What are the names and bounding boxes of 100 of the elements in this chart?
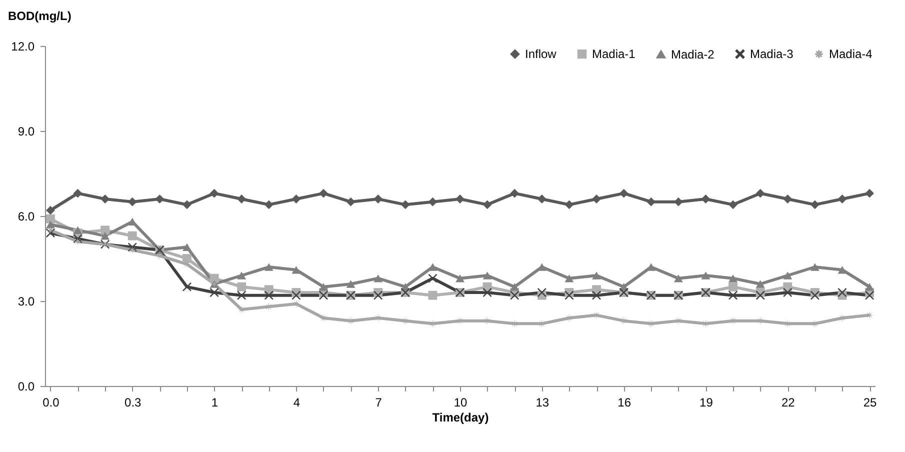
point: [865, 188, 874, 198]
x-tick-label: 7: [375, 396, 382, 410]
point: [100, 226, 110, 235]
point: [237, 290, 246, 300]
point: [838, 194, 847, 204]
point: [783, 194, 792, 204]
point: [537, 288, 546, 297]
point: [292, 290, 301, 300]
point: [237, 272, 246, 280]
point: [182, 200, 192, 210]
point: [756, 188, 765, 198]
x-tick-label: 19: [700, 396, 714, 410]
legend-label: Madia-4: [829, 47, 873, 62]
y-tick-label: 0.0: [18, 380, 35, 394]
point: [456, 194, 464, 204]
point: [510, 188, 520, 198]
point: [865, 282, 874, 291]
point: [838, 288, 847, 297]
point: [128, 231, 137, 240]
point: [374, 290, 383, 300]
point: [73, 188, 82, 198]
point: [128, 197, 137, 206]
x-tick-label: 1: [211, 396, 218, 410]
point: [182, 282, 192, 292]
point: [564, 200, 574, 210]
point: [346, 280, 356, 288]
point: [400, 200, 410, 210]
point: [237, 282, 246, 292]
point: [810, 263, 820, 271]
point: [674, 274, 683, 282]
point: [319, 282, 328, 291]
x-axis-title: Time(day): [432, 410, 489, 424]
x-tick-label: 0.3: [124, 396, 142, 410]
point: [810, 200, 820, 210]
point: [210, 288, 219, 297]
point: [619, 188, 628, 198]
point: [783, 288, 792, 297]
point: [482, 272, 492, 280]
point: [182, 254, 192, 263]
legend-label: Madia-1: [592, 47, 636, 62]
point: [182, 243, 192, 252]
point: [510, 290, 520, 300]
point: [728, 200, 738, 210]
point: [456, 274, 464, 282]
x-tick-label: 22: [781, 396, 796, 410]
y-tick-label: 6.0: [18, 210, 35, 224]
point: [374, 194, 383, 204]
point: [264, 200, 274, 210]
legend-label: Inflow: [525, 47, 557, 62]
y-tick-label: 12.0: [11, 40, 35, 54]
point: [128, 246, 137, 254]
point: [73, 226, 82, 234]
point: [701, 194, 710, 204]
point: [728, 274, 738, 282]
point: [374, 274, 383, 282]
point: [592, 194, 601, 204]
x-tick-label: 13: [536, 396, 550, 410]
point: [537, 194, 546, 204]
legend-label: Madia-3: [750, 47, 794, 62]
point: [592, 290, 601, 300]
point: [592, 272, 601, 280]
y-axis-title: BOD(mg/L): [8, 9, 72, 23]
point: [292, 194, 301, 204]
point: [319, 290, 328, 300]
point: [728, 282, 738, 292]
point: [756, 280, 765, 288]
x-tick-label: 0.0: [42, 396, 60, 410]
point: [128, 242, 137, 252]
point: [292, 266, 301, 274]
point: [46, 214, 55, 224]
x-tick-label: 4: [293, 396, 300, 410]
point: [210, 188, 219, 198]
point: [728, 290, 738, 300]
y-tick-label: 9.0: [18, 124, 35, 138]
point: [783, 272, 792, 280]
point: [510, 282, 520, 291]
point: [100, 232, 110, 240]
point: [264, 263, 274, 271]
x-tick-label: 10: [454, 396, 468, 410]
point: [46, 220, 55, 228]
point: [73, 237, 82, 246]
x-tick-label: 16: [618, 396, 632, 410]
point: [46, 206, 55, 215]
point: [810, 290, 820, 300]
point: [428, 274, 438, 283]
point: [482, 288, 492, 297]
point: [838, 266, 847, 274]
point: [264, 290, 274, 300]
legend-label: Madia-2: [671, 47, 715, 62]
point: [237, 194, 246, 204]
point: [701, 272, 710, 280]
point: [482, 200, 492, 210]
point: [756, 290, 765, 300]
y-tick-label: 3.0: [18, 294, 35, 308]
point: [865, 290, 874, 300]
point: [319, 188, 328, 198]
point: [428, 290, 438, 300]
x-tick-label: 25: [863, 396, 878, 410]
point: [46, 226, 55, 235]
point: [155, 194, 164, 204]
